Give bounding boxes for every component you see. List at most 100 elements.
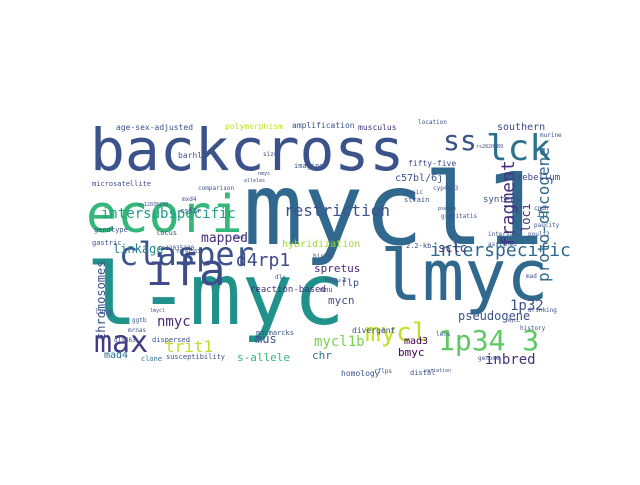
word: interspecific (430, 240, 571, 261)
word: southern (497, 122, 545, 133)
word: lmyc (380, 235, 549, 317)
word: d4rp1 (236, 250, 290, 271)
word: ss (443, 124, 477, 157)
word: ifa (146, 245, 225, 296)
word: dlx (275, 274, 286, 281)
word: fifty-five (408, 159, 456, 168)
word: mycl1b (314, 334, 365, 350)
word: gravitatis (441, 213, 478, 220)
word: restriction (284, 201, 390, 220)
word: alleles (244, 178, 265, 184)
word: mrnas (128, 327, 146, 334)
word: chromosomes (94, 261, 108, 340)
word: history (520, 325, 546, 332)
word: locus (156, 229, 177, 237)
word: backcross (90, 116, 404, 184)
word: sclc (438, 241, 467, 255)
word: lmycl (150, 308, 165, 314)
word: reaction-based (250, 285, 326, 295)
word: rs12035230 (158, 245, 195, 252)
word: susceptibility (166, 353, 225, 361)
word: loci (519, 203, 533, 232)
word: clone (141, 355, 162, 363)
cloud-background (79, 85, 560, 374)
word: genome (478, 355, 500, 362)
word: size (263, 151, 278, 158)
word: variation (424, 368, 451, 374)
word: mxd4 (182, 196, 197, 203)
word: divergent (352, 326, 396, 335)
word: bmyc (398, 346, 425, 359)
word: 2.2-kb (406, 242, 431, 250)
word: rs2820089 (476, 144, 503, 150)
word: spretus (314, 262, 360, 275)
word: cyp4a13 (433, 185, 459, 192)
word: mycl1 (243, 151, 544, 268)
word: trit1 (165, 337, 213, 356)
word: paucity (534, 222, 560, 229)
word: cndh (534, 205, 549, 212)
word: mad4 (104, 350, 128, 361)
word: strain (404, 196, 429, 204)
word: pseudo (438, 206, 456, 212)
word: intersubspecific (101, 206, 236, 222)
word: lens (436, 331, 451, 338)
word: mad1 (233, 234, 248, 241)
word: inbred (485, 352, 536, 368)
word: mycl (365, 318, 428, 348)
word: poulf2 (528, 231, 550, 238)
word: mnu (320, 286, 333, 294)
word: lck (486, 128, 551, 169)
word: murine (540, 132, 562, 139)
word: mus (255, 332, 277, 346)
word: age-sex-adjusted (116, 123, 193, 132)
word: synteny (483, 195, 522, 205)
word: proto-oncogene (534, 147, 553, 282)
word: ecori (86, 185, 243, 245)
word: cerebellum (506, 173, 560, 183)
word: imaging (294, 162, 324, 170)
word: hybridization (282, 239, 360, 250)
word: rs7415837 (176, 249, 203, 255)
word: 1p32 (510, 298, 544, 314)
word: fragment (498, 160, 519, 247)
word: musculus (358, 123, 397, 132)
word: distal (410, 369, 435, 377)
word: mad3 (404, 336, 428, 347)
word: amplification (292, 121, 355, 130)
word: clasper (119, 235, 254, 273)
word: pseudogene (458, 309, 530, 323)
word: hirth (313, 253, 331, 260)
word: d1s463 (114, 337, 136, 344)
word: location (418, 119, 447, 126)
word: 1p34 3 (438, 324, 539, 357)
word: basic (405, 189, 423, 196)
word: interval (488, 231, 517, 238)
word: s-allele (237, 351, 290, 364)
word: max (94, 325, 148, 360)
word: comparison (198, 185, 235, 192)
word: genotype (94, 226, 128, 234)
word: nmyc (258, 171, 270, 177)
word: rs12035230 (138, 202, 168, 208)
word: nmyc (157, 314, 191, 330)
word: mup-1 (325, 276, 346, 284)
word: rflp (335, 278, 359, 289)
word: mycL (508, 318, 520, 324)
word: assigned (488, 241, 517, 248)
word: mad (526, 273, 537, 280)
word: drinking (528, 307, 557, 314)
word: l-myc (86, 245, 345, 345)
word: mycn (328, 294, 355, 307)
word: polymorphism (225, 122, 283, 131)
word: c57bl/6j (395, 173, 443, 184)
word: rflps (374, 368, 392, 375)
word: barhl1 (178, 151, 207, 160)
word: csf1r (180, 207, 201, 215)
word: chr (312, 349, 332, 362)
word: macmarcks (256, 329, 294, 337)
word: 1p (536, 209, 548, 220)
word: microsatellite (92, 180, 151, 188)
